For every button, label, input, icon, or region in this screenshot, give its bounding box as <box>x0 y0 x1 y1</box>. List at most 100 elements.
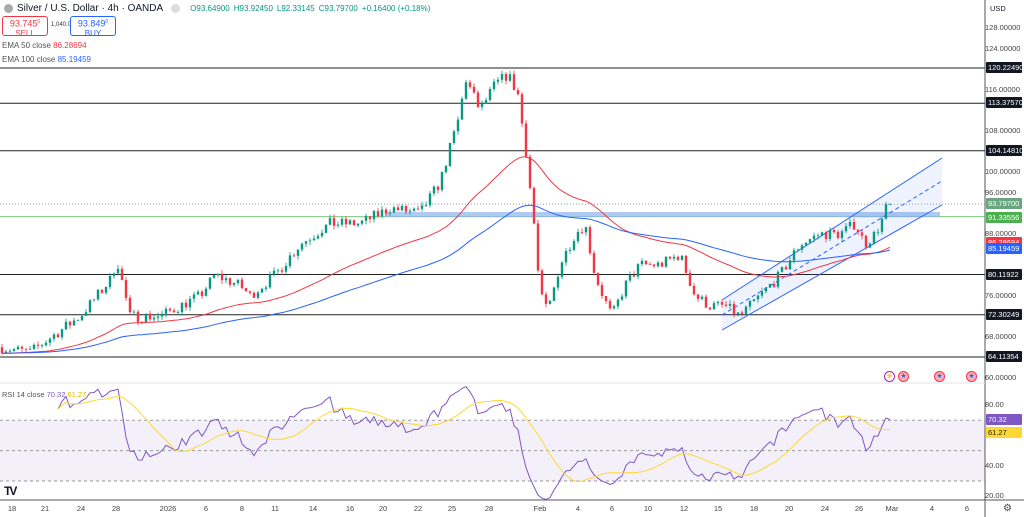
candle-body <box>288 255 292 267</box>
candle-body <box>356 223 360 226</box>
candle-body <box>724 304 728 306</box>
settings-gear-icon[interactable]: ⚙ <box>1003 503 1012 514</box>
resistance-zone <box>385 212 940 217</box>
candle-body <box>36 344 40 346</box>
candle-body <box>32 344 36 349</box>
candle-body <box>108 276 112 288</box>
candle-body <box>708 307 712 310</box>
candle-body <box>768 283 772 288</box>
event-icon[interactable]: ⚡ <box>884 371 895 382</box>
candle-body <box>256 292 260 298</box>
time-tick-label: 4 <box>575 504 581 513</box>
ohlc-close: C93.79700 <box>318 4 358 13</box>
candle-body <box>436 186 440 190</box>
time-tick-label: 21 <box>40 504 50 513</box>
candle-body <box>536 223 540 271</box>
candle-body <box>844 226 848 232</box>
buy-button[interactable]: 93.8490 BUY <box>70 16 116 38</box>
candle-body <box>164 308 168 314</box>
candle-body <box>736 312 740 315</box>
candle-body <box>264 287 268 289</box>
candle-body <box>228 278 232 285</box>
level-price-label: 64.11354 <box>986 350 1022 362</box>
candle-body <box>104 287 108 293</box>
candle-body <box>128 297 132 313</box>
ema100-legend[interactable]: EMA 100 close 85.19459 <box>2 55 91 64</box>
candle-body <box>184 302 188 308</box>
candle-body <box>712 303 716 310</box>
us-flag-event-icon[interactable]: ★ <box>966 371 977 382</box>
candle-body <box>660 262 664 267</box>
candle-body <box>120 268 124 280</box>
candle-body <box>684 255 688 273</box>
us-flag-event-icon[interactable]: ★ <box>934 371 945 382</box>
ema50-value: 86.28694 <box>53 41 87 50</box>
candle-body <box>632 274 636 277</box>
channel-lower-line <box>721 204 943 331</box>
candle-body <box>780 267 784 272</box>
us-flag-event-icon[interactable]: ★ <box>898 371 909 382</box>
candle-body <box>788 260 792 270</box>
candle-body <box>616 299 620 307</box>
ema100-value: 85.19459 <box>57 55 91 64</box>
channel-mid-line <box>721 180 943 316</box>
channel-upper-line <box>721 157 943 301</box>
candle-body <box>132 311 136 313</box>
candle-body <box>864 235 868 248</box>
candle-body <box>480 103 484 108</box>
candle-body <box>452 131 456 143</box>
time-tick-label: 8 <box>239 504 245 513</box>
candle-body <box>56 334 60 338</box>
candle-body <box>796 249 800 251</box>
candle-body <box>344 218 348 225</box>
candle-body <box>764 287 768 292</box>
candle-body <box>748 300 752 307</box>
candle-body <box>596 272 600 285</box>
tradingview-logo[interactable]: TV <box>4 484 17 498</box>
candle-body <box>732 303 736 315</box>
candle-body <box>876 231 880 233</box>
symbol-title[interactable]: Silver / U.S. Dollar · 4h · OANDA <box>17 3 164 14</box>
candle-body <box>696 294 700 299</box>
candle-body <box>352 220 356 226</box>
candle-body <box>368 216 372 220</box>
candle-body <box>852 221 856 230</box>
spread: 1,040.0 <box>51 22 72 28</box>
candle-body <box>336 224 340 226</box>
candle-body <box>116 268 120 274</box>
candle-body <box>48 338 52 343</box>
candle-body <box>28 348 32 350</box>
candle-body <box>648 264 652 265</box>
sell-price-sup: 0 <box>37 19 41 25</box>
collapse-icon[interactable] <box>171 4 181 13</box>
ema50-legend[interactable]: EMA 50 close 86.28694 <box>2 41 87 50</box>
candle-body <box>24 348 28 350</box>
candle-body <box>64 321 68 330</box>
sell-button[interactable]: 93.7450 SELL <box>2 16 48 38</box>
candle-body <box>784 267 788 270</box>
candle-body <box>44 342 48 346</box>
candle-body <box>180 302 184 313</box>
candle-body <box>728 303 732 306</box>
candle-body <box>592 253 596 273</box>
currency-selector[interactable]: USD <box>990 4 1006 13</box>
candle-body <box>160 313 164 317</box>
rsi-line <box>57 385 891 500</box>
time-tick-label: Mar <box>885 504 899 513</box>
candle-body <box>412 208 416 211</box>
candle-body <box>448 142 452 167</box>
candle-body <box>188 298 192 308</box>
candle-body <box>572 241 576 250</box>
candle-body <box>144 313 148 323</box>
candle-body <box>496 79 500 82</box>
candle-body <box>516 90 520 95</box>
candle-body <box>380 209 384 217</box>
rsi-legend[interactable]: RSI 14 close 70.32 61.27 <box>2 390 86 399</box>
candle-body <box>560 262 564 277</box>
candle-body <box>204 288 208 296</box>
price-tick-label: 76.00000 <box>985 290 1017 300</box>
candle-body <box>580 231 584 233</box>
candle-body <box>544 294 548 304</box>
candle-body <box>628 274 632 281</box>
